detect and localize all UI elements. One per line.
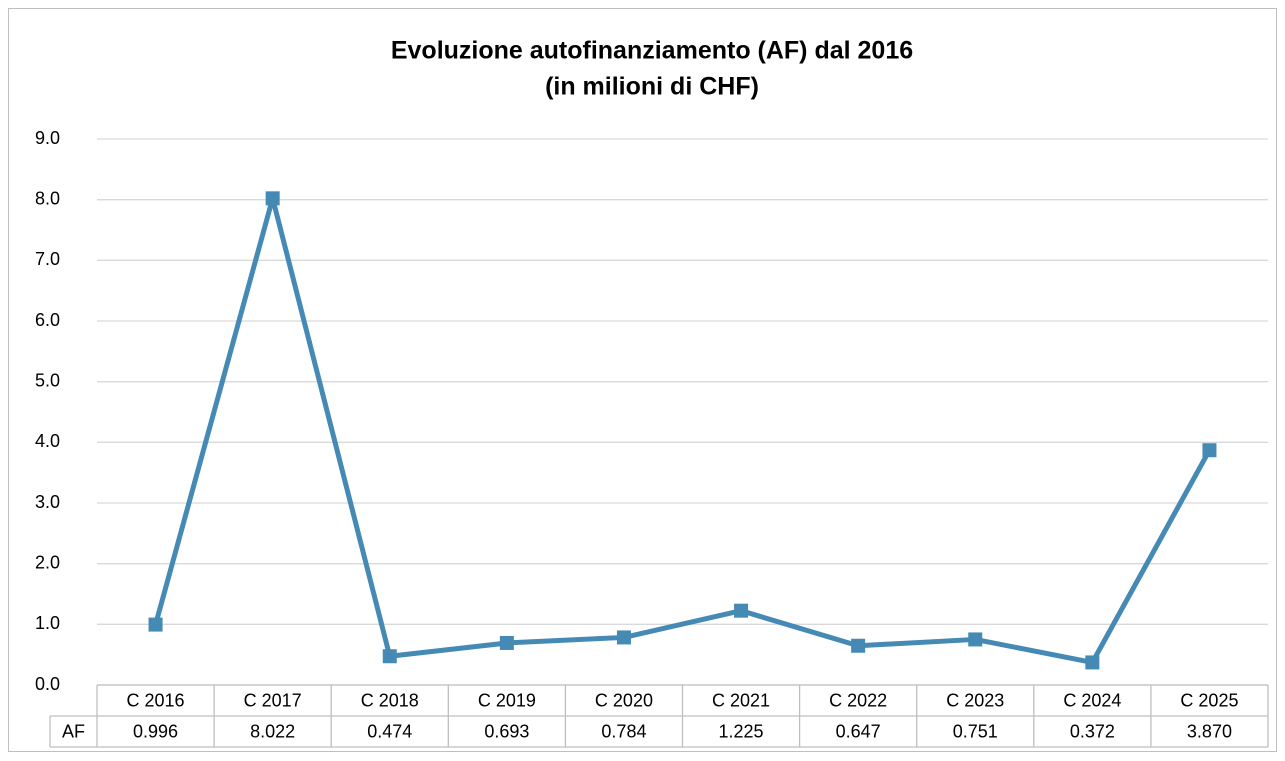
table-value: 1.225: [719, 721, 764, 741]
chart-subtitle: (in milioni di CHF): [545, 73, 759, 101]
data-marker: [265, 191, 280, 206]
data-marker: [734, 603, 749, 618]
table-value: 0.372: [1070, 721, 1115, 741]
y-tick-label: 5.0: [35, 370, 60, 390]
x-tick-label: C 2019: [478, 690, 536, 710]
y-tick-label: 6.0: [35, 310, 60, 330]
legend-label: AF: [62, 721, 85, 741]
x-tick-label: C 2020: [595, 690, 653, 710]
y-tick-label: 9.0: [35, 128, 60, 148]
y-tick-label: 1.0: [35, 613, 60, 633]
y-tick-label: 4.0: [35, 431, 60, 451]
chart-title: Evoluzione autofinanziamento (AF) dal 20…: [391, 37, 913, 65]
x-tick-label: C 2023: [946, 690, 1004, 710]
x-tick-label: C 2024: [1063, 690, 1121, 710]
data-line: [153, 195, 1212, 665]
table-value: 8.022: [250, 721, 295, 741]
data-marker: [1202, 443, 1217, 458]
data-marker: [382, 649, 397, 664]
table-value: 0.693: [484, 721, 529, 741]
x-tick-label: C 2017: [244, 690, 302, 710]
data-marker: [851, 638, 866, 653]
table-value: 0.474: [367, 721, 412, 741]
chart-border: [8, 8, 1277, 752]
x-tick-label: C 2018: [361, 690, 419, 710]
y-tick-label: 3.0: [35, 492, 60, 512]
table-value: 0.784: [601, 721, 646, 741]
data-marker: [499, 635, 514, 650]
table-value: 0.751: [953, 721, 998, 741]
data-marker: [968, 632, 983, 647]
y-tick-label: 2.0: [35, 552, 60, 572]
data-marker: [148, 617, 163, 632]
x-tick-label: C 2025: [1180, 690, 1238, 710]
table-value: 0.996: [133, 721, 178, 741]
table-value: 3.870: [1187, 721, 1232, 741]
y-tick-label: 0.0: [35, 674, 60, 694]
data-marker: [1085, 655, 1100, 670]
data-marker: [616, 630, 631, 645]
y-tick-label: 8.0: [35, 188, 60, 208]
x-tick-label: C 2022: [829, 690, 887, 710]
y-tick-label: 7.0: [35, 249, 60, 269]
x-tick-label: C 2016: [127, 690, 185, 710]
table-value: 0.647: [836, 721, 881, 741]
x-tick-label: C 2021: [712, 690, 770, 710]
